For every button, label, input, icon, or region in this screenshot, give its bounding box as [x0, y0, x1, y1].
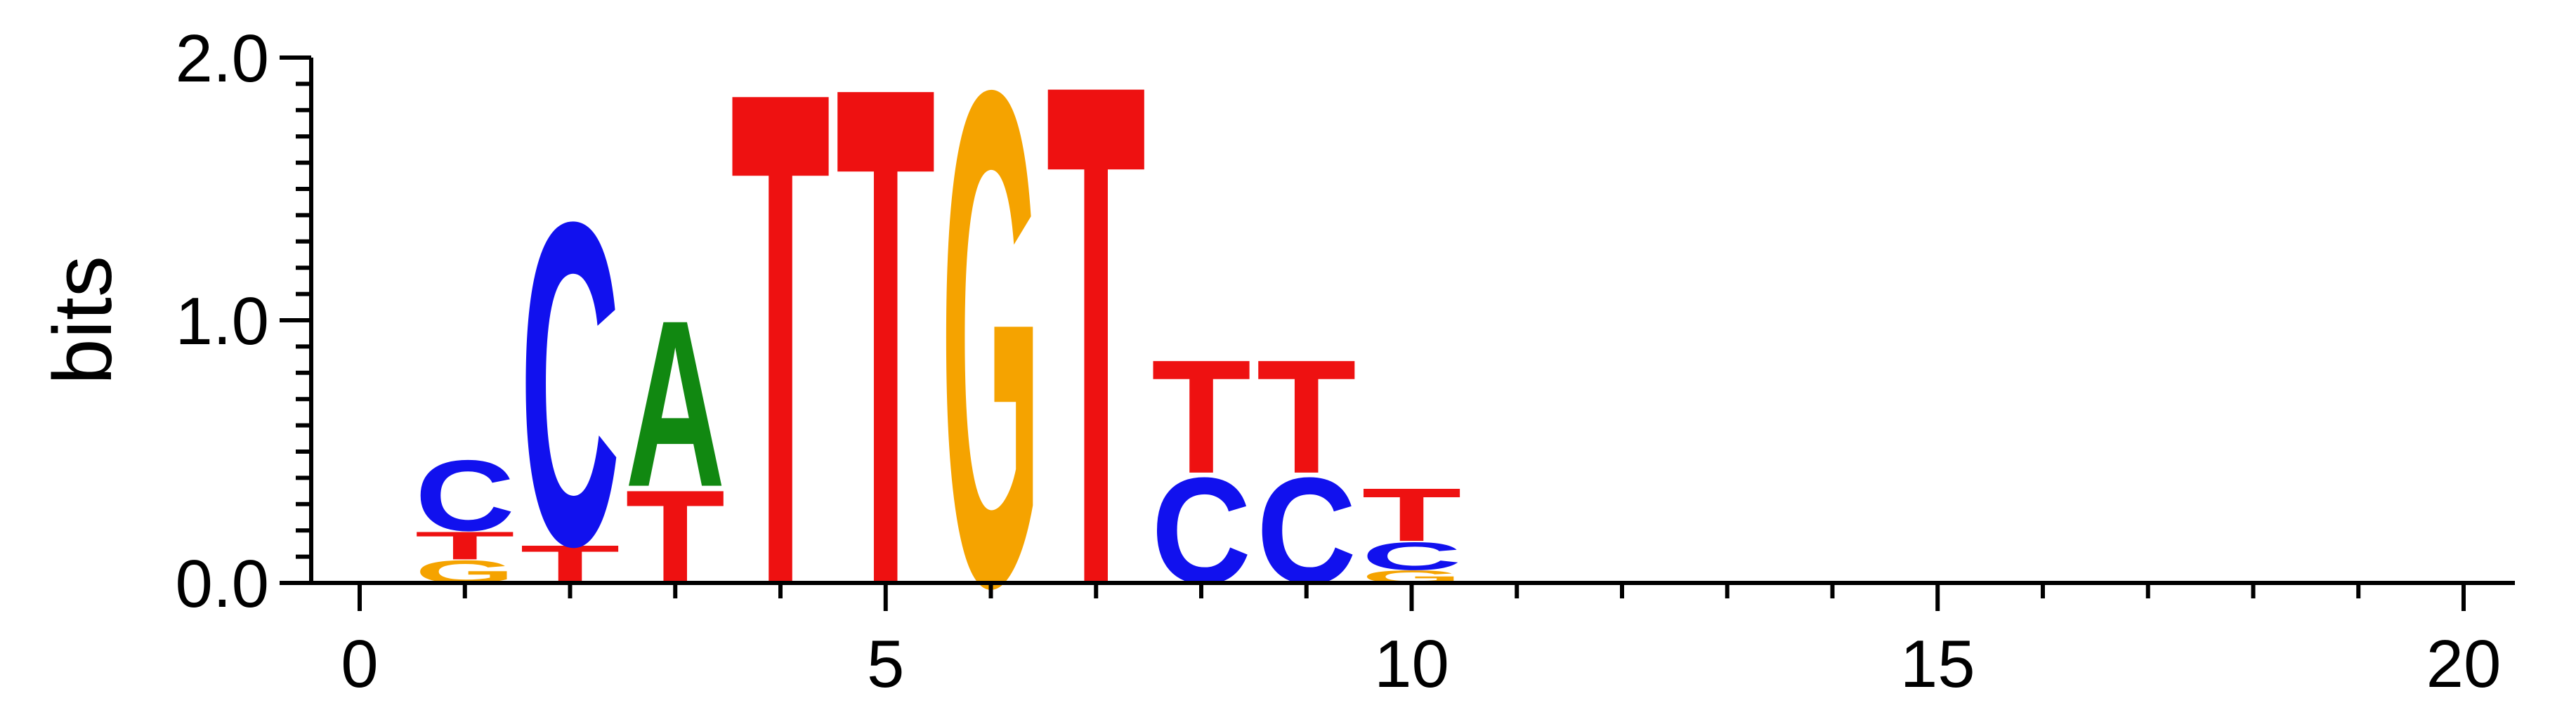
logo-letter-T: T: [1151, 327, 1251, 508]
axes: 0.0 1.0 2.0 0 5 10 15 20: [176, 21, 2515, 702]
x-tick-label: 15: [1900, 626, 1975, 702]
logo-letter-T: T: [1046, 0, 1146, 722]
y-tick-label: 2.0: [176, 21, 269, 96]
logo-letter-G: G: [941, 0, 1040, 722]
x-tick-label: 20: [2426, 626, 2502, 702]
logo-letter-C: C: [520, 126, 620, 641]
logo-letter-T: T: [415, 523, 515, 567]
y-tick-label: 1.0: [176, 284, 269, 359]
logo-letter-A: A: [625, 270, 725, 537]
logo-letter-C: C: [1361, 534, 1461, 578]
logo-letter-T: T: [836, 0, 936, 722]
y-axis-label: bits: [37, 256, 129, 385]
logo-letter-T: T: [731, 0, 830, 722]
x-tick-label: 10: [1374, 626, 1449, 702]
logo-letter-T: T: [1361, 473, 1461, 557]
logo-letter-C: C: [415, 439, 515, 552]
x-tick-label: 0: [341, 626, 378, 702]
x-tick-label: 5: [867, 626, 904, 702]
y-tick-label: 0.0: [176, 546, 269, 622]
logo-letter-T: T: [1257, 327, 1356, 508]
